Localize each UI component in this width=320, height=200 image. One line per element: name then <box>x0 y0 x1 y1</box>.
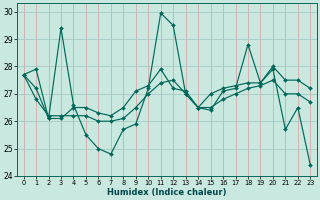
X-axis label: Humidex (Indice chaleur): Humidex (Indice chaleur) <box>107 188 227 197</box>
